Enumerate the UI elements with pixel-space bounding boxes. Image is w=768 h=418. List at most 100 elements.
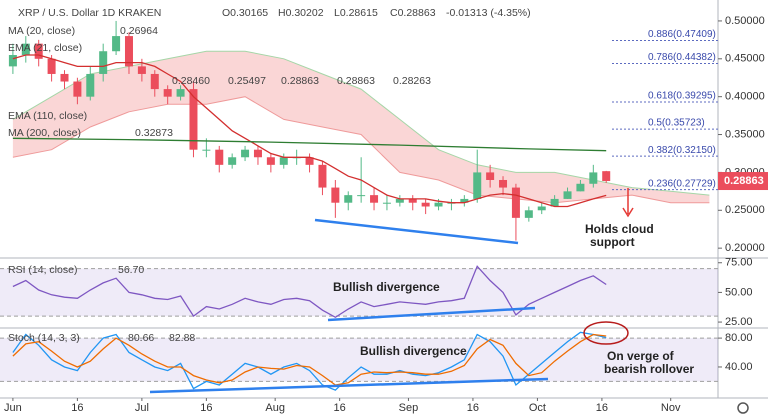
candle-body	[395, 198, 404, 203]
candle-body	[434, 202, 443, 207]
series-line	[12, 331, 607, 391]
ohlc-label: -0.01313 (-4.35%)	[446, 7, 531, 19]
candle-body	[318, 164, 327, 188]
candle-body	[73, 81, 82, 97]
candle-body	[176, 89, 185, 97]
candle-body	[421, 202, 430, 207]
last-price-box	[718, 172, 768, 191]
band	[0, 338, 718, 382]
y-tick-label: 0.20000	[725, 242, 765, 254]
y-tick-label: 0.45000	[725, 53, 765, 65]
candle-body	[563, 191, 572, 199]
legend-label: MA (200, close)	[8, 127, 81, 139]
candle-body	[486, 172, 495, 180]
candle-body	[370, 195, 379, 203]
annotation: bearish rollover	[604, 362, 694, 376]
candle-body	[112, 36, 121, 52]
legend-label: RSI (14, close)	[8, 264, 77, 276]
y-tick-label: 50.00	[725, 286, 753, 298]
candle-body	[408, 198, 417, 203]
x-tick-label: Sep	[399, 402, 419, 414]
arrow	[622, 188, 634, 218]
candle-body	[137, 66, 146, 74]
candle-body	[305, 157, 314, 165]
legend-value: 0.28263	[393, 75, 431, 87]
series-line	[12, 265, 607, 319]
trend-line	[149, 377, 549, 394]
x-tick-label: 16	[467, 402, 479, 414]
legend-value: 0.28863	[337, 75, 375, 87]
candle-body	[550, 198, 559, 207]
y-tick-label: 75.00	[725, 257, 753, 269]
annotation: Holds cloud	[585, 222, 654, 236]
candle-body	[150, 73, 159, 90]
y-tick-label: 40.00	[725, 361, 753, 373]
legend-value: 56.70	[118, 264, 144, 276]
y-tick-label: 80.00	[725, 332, 753, 344]
plot-area: 0.886(0.47409) 0.786(0.44382) 0.618(0.3929…	[0, 20, 768, 401]
last-price-label: 0.28863	[724, 175, 764, 187]
candle-body	[60, 73, 69, 82]
candle-body	[602, 171, 611, 182]
ohlc-label: C0.28863	[390, 7, 436, 19]
ohlc-label: O0.30165	[222, 7, 268, 19]
candle-body	[537, 206, 546, 211]
candle-body	[99, 51, 108, 74]
ohlc-label: L0.28615	[334, 7, 378, 19]
candle-body	[228, 157, 237, 165]
candle-body	[86, 73, 95, 97]
y-tick-label: 0.50000	[725, 15, 765, 27]
trend-line	[327, 306, 536, 322]
series-line	[12, 54, 607, 208]
settings-icon[interactable]	[737, 402, 749, 414]
annotation: support	[590, 235, 635, 249]
candle-body	[499, 179, 508, 188]
candle-body	[266, 157, 275, 165]
candle-body	[279, 157, 288, 165]
y-tick-label: 0.35000	[725, 128, 765, 140]
y-tick-label: 25.00	[725, 316, 753, 328]
fib-label: 0.5(0.35723)	[648, 118, 705, 129]
candle-body	[215, 149, 224, 165]
legend-value: 82.88	[169, 332, 195, 344]
candle-body	[382, 202, 391, 204]
trend-line	[314, 218, 519, 245]
x-tick-label: Oct	[529, 402, 546, 414]
legend-value: 0.28460	[172, 75, 210, 87]
candle-body	[331, 187, 340, 203]
candle-body	[473, 172, 482, 199]
candle-body	[460, 198, 469, 203]
x-tick-label: 16	[200, 402, 212, 414]
candle-body	[357, 195, 366, 197]
fib-label: 0.382(0.32150)	[648, 145, 716, 156]
candle-body	[163, 89, 172, 97]
candle-body	[47, 58, 56, 74]
x-tick-label: Jun	[4, 402, 22, 414]
series-line	[12, 137, 607, 152]
legend-value: 0.32873	[135, 127, 173, 139]
candle-body	[241, 149, 250, 158]
fib-label: 0.786(0.44382)	[648, 52, 716, 63]
band	[0, 268, 718, 317]
candle-body	[511, 187, 520, 218]
legend-label: Stoch (14, 3, 3)	[8, 332, 80, 344]
chart-title: XRP / U.S. Dollar 1D KRAKEN	[18, 7, 161, 19]
annotation: On verge of	[607, 349, 675, 363]
legend-label: EMA (110, close)	[8, 110, 87, 122]
candle-body	[524, 210, 533, 218]
candle-body	[21, 43, 30, 56]
legend-value: 0.25497	[228, 75, 266, 87]
fib-label: 0.886(0.47409)	[648, 29, 716, 40]
candle-body	[34, 43, 43, 59]
annotation: Bullish divergence	[360, 344, 467, 358]
candle-body	[344, 195, 353, 203]
candle-body	[8, 55, 17, 67]
candle-body	[124, 36, 133, 67]
legend-value: 80.66	[128, 332, 154, 344]
candle-body	[189, 89, 198, 150]
x-tick-label: Aug	[265, 402, 285, 414]
legend-label: MA (20, close)	[8, 25, 75, 37]
annotation: Bullish divergence	[333, 280, 440, 294]
legend-value: 0.28863	[281, 75, 319, 87]
